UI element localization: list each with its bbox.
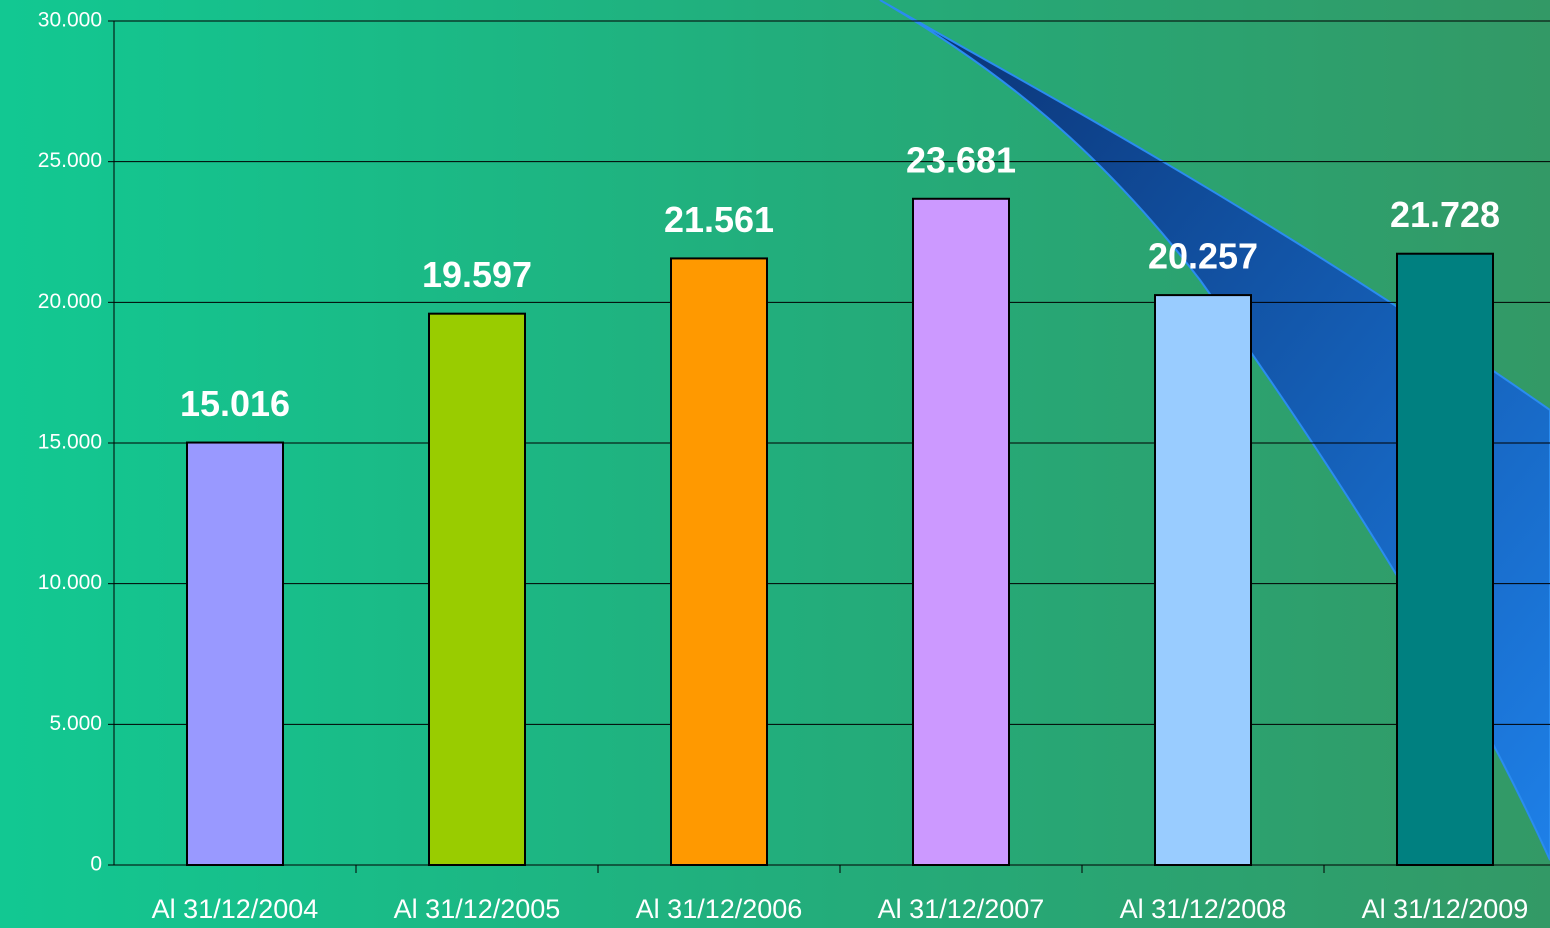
y-tick-label: 10.000 [38,571,102,594]
y-tick-label: 25.000 [38,149,102,172]
value-label: 15.016 [180,383,290,424]
y-tick-label: 0 [90,853,102,876]
y-tick-label: 30.000 [38,9,102,32]
bar [913,199,1009,865]
bar [1397,254,1493,865]
value-label: 21.561 [664,199,774,240]
x-tick-label: Al 31/12/2008 [1120,894,1287,924]
x-tick-label: Al 31/12/2006 [636,894,803,924]
value-label: 23.681 [906,139,1016,180]
x-tick-label: Al 31/12/2007 [878,894,1045,924]
bar [429,314,525,865]
value-label: 21.728 [1390,194,1500,235]
x-tick-label: Al 31/12/2009 [1362,894,1529,924]
chart: 0 5.000 10.000 15.000 20.000 25.000 30.000 Al 3… [0,0,1550,928]
bar [671,258,767,865]
page: {"chart_data": {"type": "bar", "categori… [0,0,1550,928]
value-label: 20.257 [1148,236,1258,277]
y-tick-label: 15.000 [38,431,102,454]
y-tick-label: 5.000 [49,712,102,735]
bar [1155,295,1251,865]
value-label: 19.597 [422,254,532,295]
y-tick-label: 20.000 [38,290,102,313]
x-tick-label: Al 31/12/2004 [152,894,319,924]
bar [187,443,283,865]
x-tick-label: Al 31/12/2005 [394,894,561,924]
